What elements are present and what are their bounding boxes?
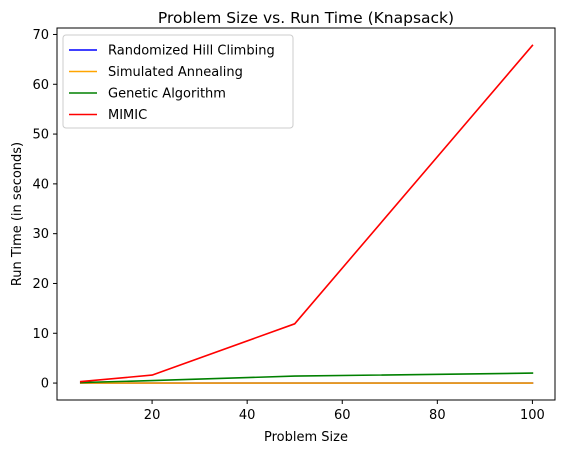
y-tick-label: 70 bbox=[32, 28, 49, 43]
x-axis: 20 40 60 80 100 bbox=[144, 400, 545, 423]
x-tick-label: 20 bbox=[144, 408, 161, 423]
y-tick-label: 60 bbox=[32, 78, 49, 93]
series-layer bbox=[79, 44, 534, 384]
x-tick-label: 60 bbox=[334, 408, 351, 423]
x-axis-title: Problem Size bbox=[264, 430, 348, 445]
legend: Randomized Hill Climbing Simulated Anneal… bbox=[62, 34, 294, 129]
legend-label-simulated-annealing: Simulated Annealing bbox=[108, 65, 243, 80]
plot-frame bbox=[56, 27, 556, 401]
y-tick-label: 10 bbox=[32, 327, 49, 342]
y-tick-label: 50 bbox=[32, 128, 49, 143]
legend-label-genetic-algorithm: Genetic Algorithm bbox=[108, 87, 226, 102]
x-tick-label: 40 bbox=[239, 408, 256, 423]
y-axis: 0 10 20 30 40 50 60 70 bbox=[32, 28, 57, 392]
chart-title: Problem Size vs. Run Time (Knapsack) bbox=[158, 9, 454, 27]
series-line-mimic bbox=[79, 44, 534, 383]
legend-label-mimic: MIMIC bbox=[108, 108, 147, 123]
y-tick-label: 30 bbox=[32, 227, 49, 242]
y-tick-label: 0 bbox=[41, 377, 49, 392]
y-axis-title: Run Time (in seconds) bbox=[10, 142, 25, 286]
legend-box bbox=[62, 34, 294, 129]
x-tick-label: 100 bbox=[520, 408, 545, 423]
x-tick-label: 80 bbox=[429, 408, 446, 423]
y-tick-label: 40 bbox=[32, 177, 49, 192]
series-line-genetic-algorithm bbox=[79, 372, 534, 384]
y-tick-label: 20 bbox=[32, 277, 49, 292]
legend-label-randomized-hill-climbing: Randomized Hill Climbing bbox=[108, 44, 275, 59]
